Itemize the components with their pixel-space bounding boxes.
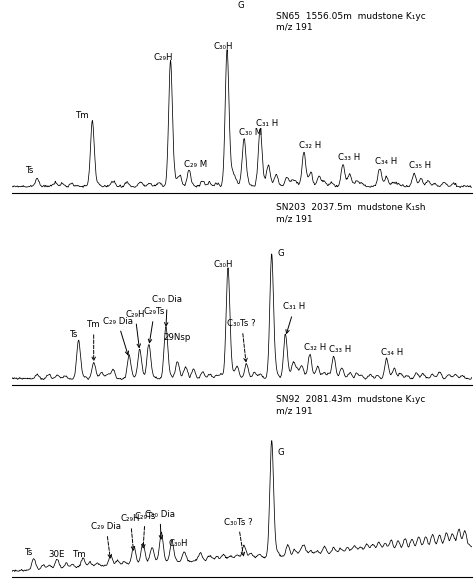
- Text: G: G: [278, 249, 284, 258]
- Text: C₃₀H: C₃₀H: [214, 259, 233, 269]
- Text: C₃₀Ts ?: C₃₀Ts ?: [224, 517, 252, 556]
- Text: C₂₉H: C₂₉H: [125, 310, 145, 347]
- Text: SN203  2037.5m  mudstone K₁sh
m/z 191: SN203 2037.5m mudstone K₁sh m/z 191: [276, 203, 426, 224]
- Text: C₂₉ Dia: C₂₉ Dia: [91, 522, 121, 558]
- Text: C₃₀ Dia: C₃₀ Dia: [152, 296, 182, 326]
- Text: C₃₃ H: C₃₃ H: [328, 345, 351, 354]
- Text: C₃₀H: C₃₀H: [169, 539, 188, 548]
- Text: C₃₄ H: C₃₄ H: [382, 347, 404, 357]
- Text: C₃₂ H: C₃₂ H: [299, 141, 321, 150]
- Text: 30E: 30E: [49, 550, 65, 559]
- Text: C₃₀Ts ?: C₃₀Ts ?: [228, 319, 256, 361]
- Text: C₃₅ H: C₃₅ H: [409, 161, 431, 170]
- Text: SN92  2081.43m  mudstone K₁yc
m/z 191: SN92 2081.43m mudstone K₁yc m/z 191: [276, 395, 426, 415]
- Text: C₃₁ H: C₃₁ H: [283, 303, 306, 333]
- Text: C₂₉ Dia: C₂₉ Dia: [102, 317, 133, 354]
- Text: Tm: Tm: [76, 111, 90, 120]
- Text: C₃₄ H: C₃₄ H: [374, 157, 397, 166]
- Text: SN65  1556.05m  mudstone K₁yc
m/z 191: SN65 1556.05m mudstone K₁yc m/z 191: [276, 12, 426, 32]
- Text: C₃₁ H: C₃₁ H: [256, 119, 278, 128]
- Text: Tm: Tm: [87, 320, 100, 360]
- Text: G: G: [237, 1, 244, 10]
- Text: C₃₃ H: C₃₃ H: [338, 153, 360, 162]
- Text: C₃₂ H: C₃₂ H: [304, 343, 327, 352]
- Text: Ts: Ts: [26, 166, 35, 175]
- Text: C₂₉Ts: C₂₉Ts: [135, 512, 156, 548]
- Text: C₃₀H: C₃₀H: [214, 43, 233, 51]
- Text: C₂₉ M: C₂₉ M: [184, 159, 208, 169]
- Text: C₂₉Ts: C₂₉Ts: [144, 307, 165, 343]
- Text: C₂₉H: C₂₉H: [121, 514, 140, 550]
- Text: C₂₉H: C₂₉H: [154, 53, 173, 62]
- Text: G: G: [278, 448, 284, 457]
- Text: Ts: Ts: [25, 548, 34, 557]
- Text: C₃₀ Dia: C₃₀ Dia: [145, 510, 175, 539]
- Text: Tm: Tm: [73, 550, 87, 559]
- Text: C₃₀ M: C₃₀ M: [239, 128, 263, 137]
- Text: Ts: Ts: [70, 330, 78, 339]
- Text: 29Nsp: 29Nsp: [164, 333, 191, 342]
